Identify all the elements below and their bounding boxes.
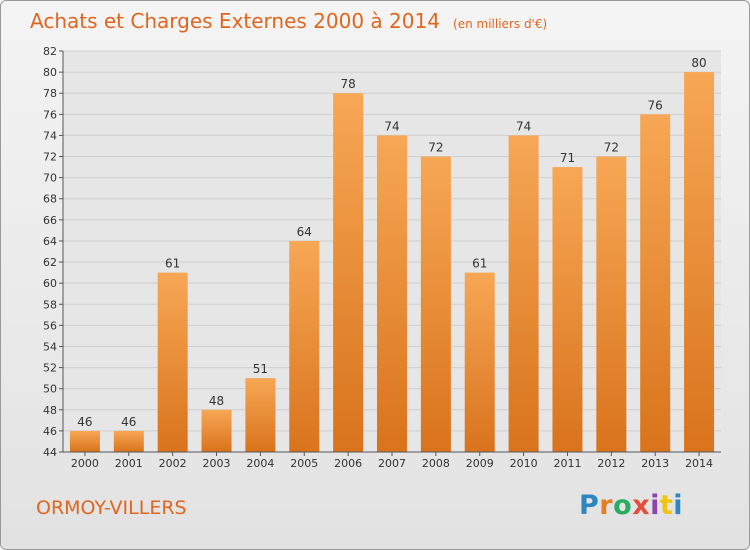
y-tick-label: 72 [43,151,57,164]
bar [113,430,144,452]
x-tick-label: 2004 [246,457,274,470]
bar-value-label: 64 [297,225,312,239]
bar [377,135,407,452]
bar-value-label: 76 [648,98,663,112]
y-tick-label: 66 [43,214,57,227]
bar-value-label: 61 [472,257,487,271]
y-tick-label: 56 [43,319,57,332]
x-tick-label: 2000 [71,457,99,470]
y-tick-label: 52 [43,362,57,375]
bar-value-label: 72 [604,141,619,155]
logo-letter: x [632,490,651,521]
bar [552,167,583,452]
x-tick-label: 2006 [334,457,362,470]
bar-value-label: 71 [560,151,575,165]
place-name: ORMOY-VILLERS [36,497,187,519]
x-tick-label: 2011 [553,457,581,470]
x-tick-label: 2008 [422,457,450,470]
x-tick-label: 2007 [378,457,406,470]
bar [201,409,232,452]
logo-letter: o [613,490,633,521]
x-tick-label: 2002 [159,457,187,470]
bar [69,430,100,452]
y-tick-label: 60 [43,277,57,290]
bar [157,272,188,452]
y-axis: 44 46 48 50 52 54 56 58 60 62 64 66 68 70 72 74 76 78 80 82 [43,45,64,459]
bar [245,378,276,452]
bar-value-label: 72 [428,141,443,155]
x-axis: 2000 2001 2002 2003 2004 2005 2006 2007 2008 2009… [63,451,721,470]
bar [640,114,671,452]
y-tick-label: 64 [43,235,57,248]
logo-letter: i [650,490,660,521]
y-tick-label: 80 [43,66,57,79]
chart-unit: (en milliers d'€) [453,17,548,31]
x-tick-label: 2010 [510,457,538,470]
proxiti-logo[interactable]: Proxiti [579,490,683,521]
logo-letter: r [599,490,614,521]
bar-value-label: 74 [516,119,531,133]
y-tick-label: 70 [43,172,57,185]
x-tick-label: 2003 [203,457,231,470]
y-tick-label: 62 [43,256,57,269]
bar-value-label: 80 [691,56,706,70]
bar-value-label: 46 [77,415,92,429]
title-row: Achats et Charges Externes 2000 à 2014 (… [30,9,547,33]
bar [464,272,495,452]
logo-letter: t [659,490,674,521]
bar [420,156,451,453]
bar-value-label: 74 [384,119,399,133]
logo-letter: i [673,490,684,521]
y-tick-label: 58 [43,298,57,311]
y-tick-label: 44 [43,446,57,459]
y-tick-label: 82 [43,45,57,58]
bar-value-label: 48 [209,394,224,408]
bar-value-label: 61 [165,257,180,271]
y-tick-label: 54 [43,340,57,353]
x-tick-label: 2012 [597,457,625,470]
bars: 46 46 61 48 51 64 78 74 72 61 74 71 72 76 80 [69,56,715,453]
logo-letter: P [579,490,600,521]
bar [333,93,364,453]
bar-value-label: 46 [121,415,136,429]
y-tick-label: 78 [43,87,57,100]
bar [508,135,539,452]
bar [684,72,715,453]
x-tick-label: 2001 [115,457,143,470]
y-tick-label: 48 [43,404,57,417]
y-tick-label: 74 [43,129,57,142]
chart-title: Achats et Charges Externes 2000 à 2014 [30,9,440,33]
x-tick-label: 2009 [466,457,494,470]
bar [596,156,627,453]
y-tick-label: 76 [43,108,57,121]
bar-value-label: 51 [253,362,268,376]
bar-value-label: 78 [340,77,355,91]
bar [289,240,320,452]
x-tick-label: 2014 [685,457,713,470]
y-tick-label: 50 [43,383,57,396]
y-tick-label: 68 [43,193,57,206]
x-tick-label: 2013 [641,457,669,470]
x-tick-label: 2005 [290,457,318,470]
y-tick-label: 46 [43,425,57,438]
